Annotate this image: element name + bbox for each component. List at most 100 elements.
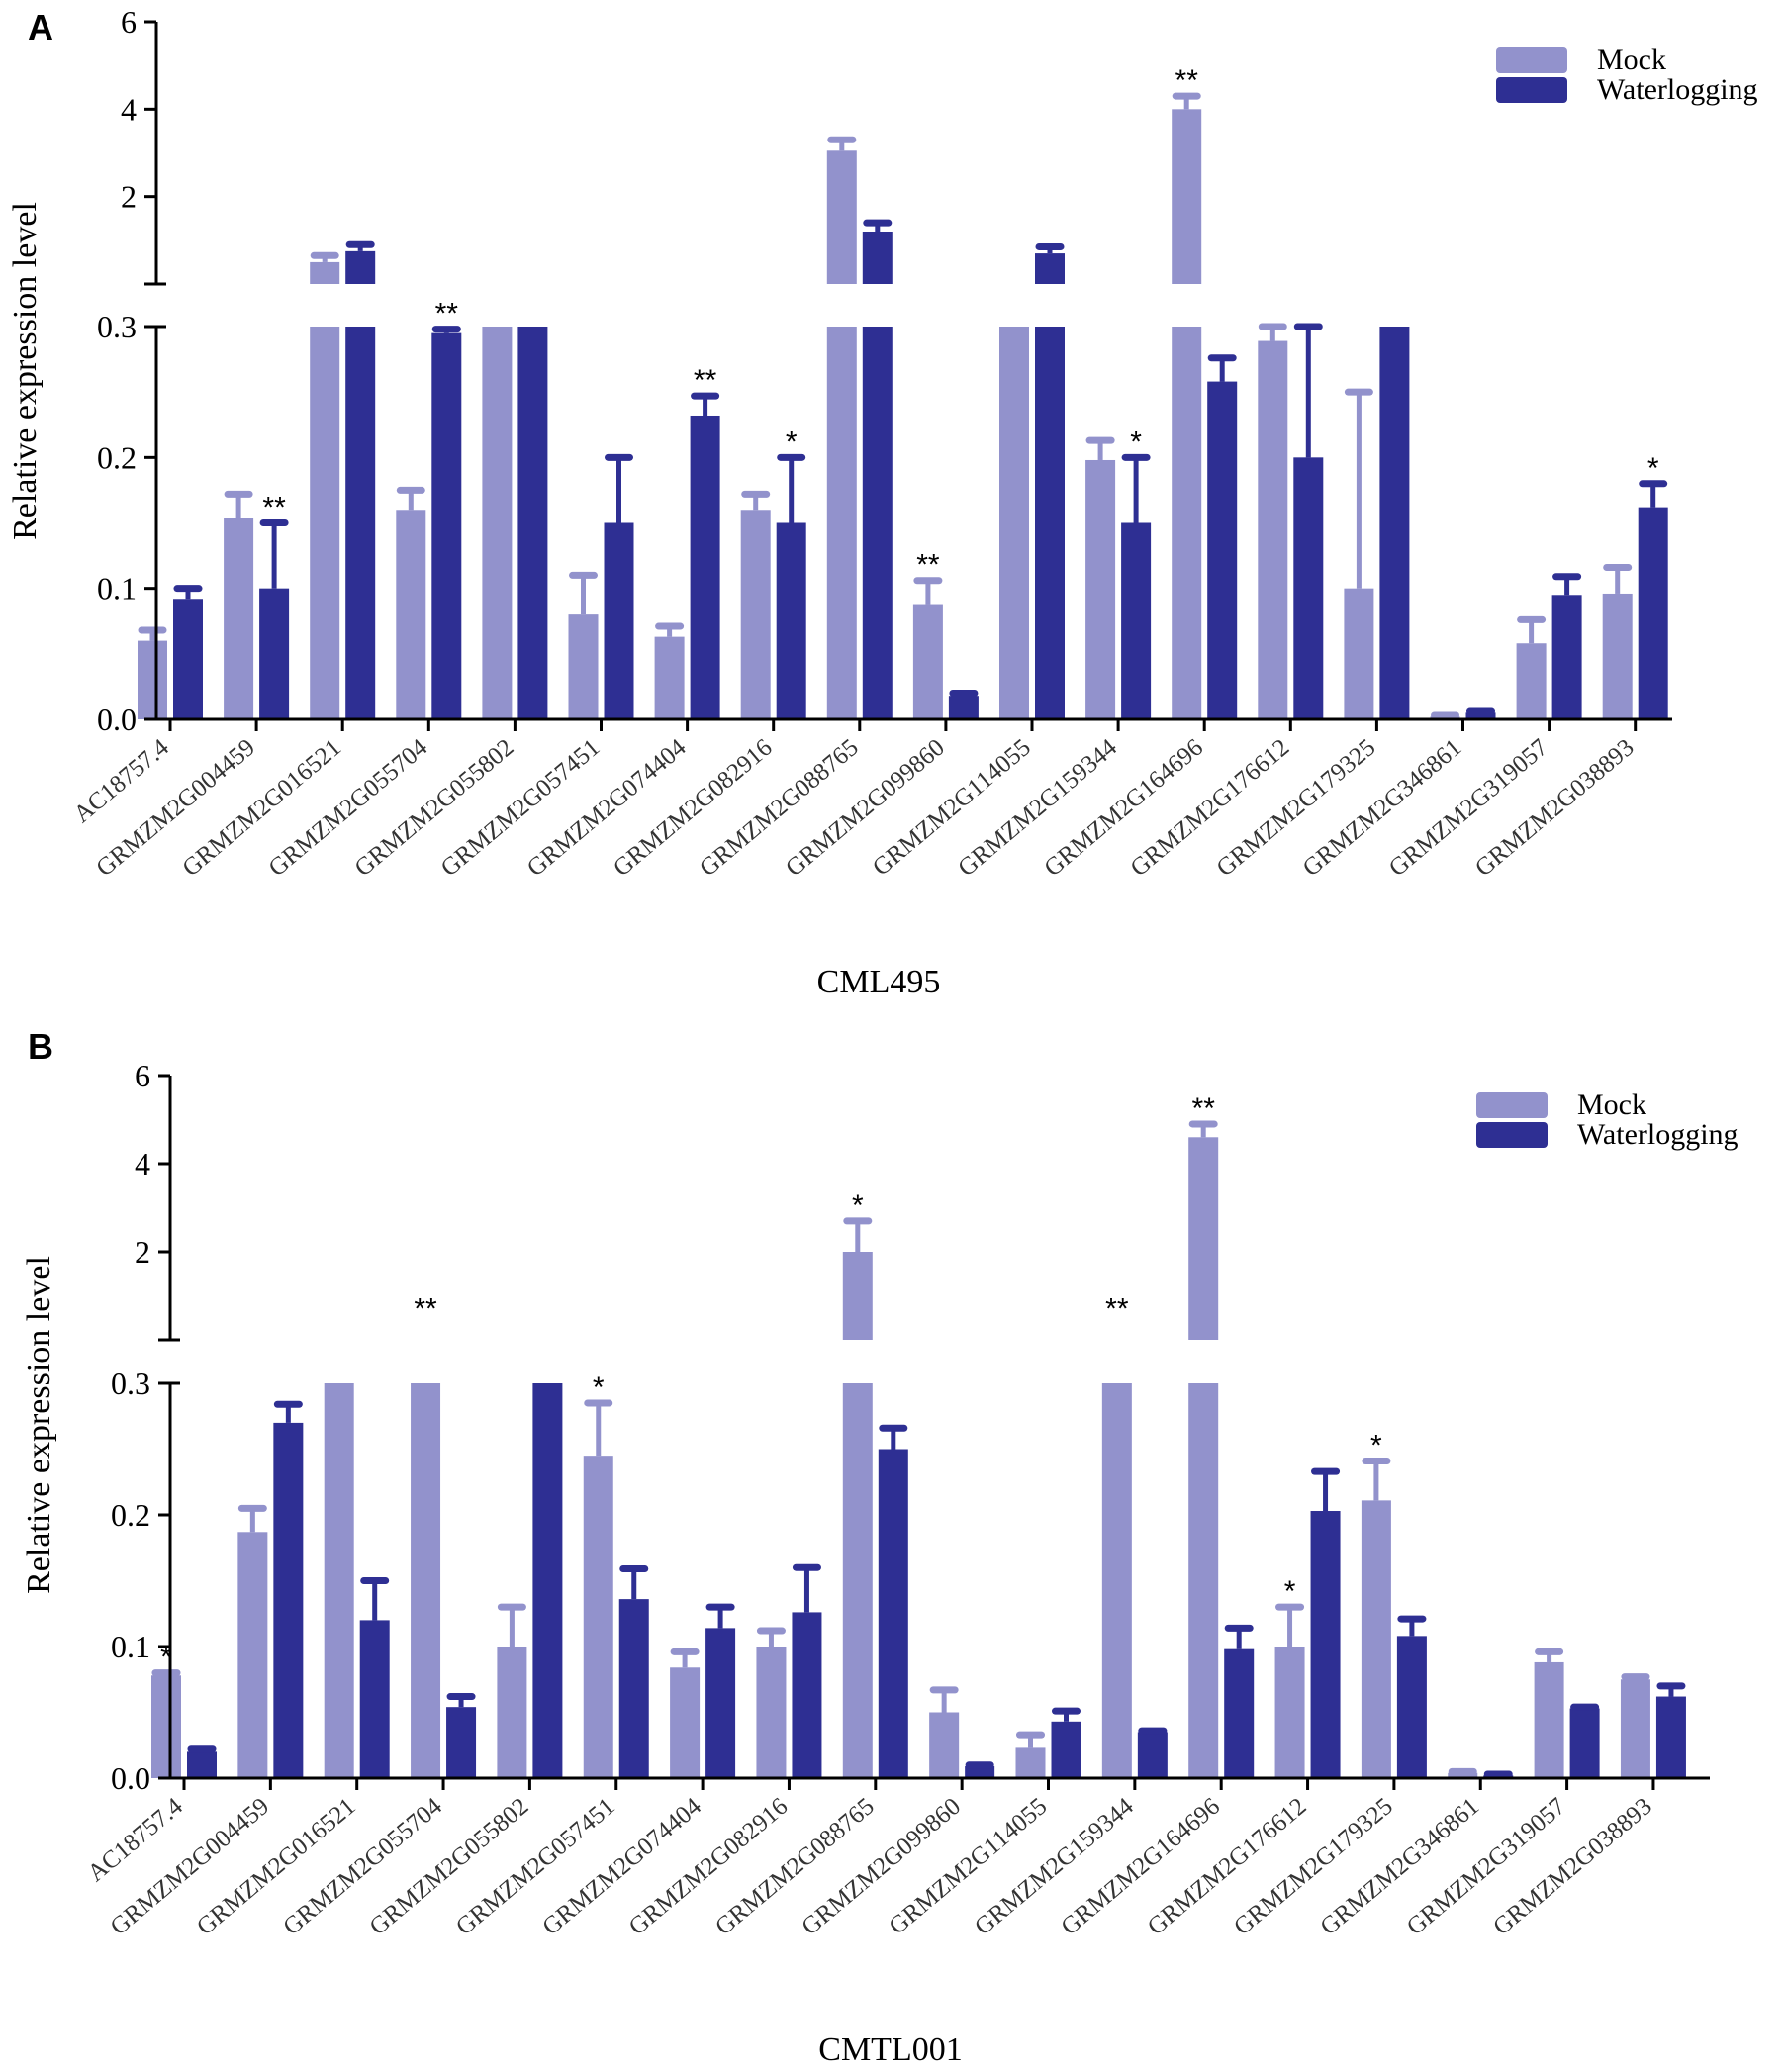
bar	[1258, 340, 1288, 719]
x-tick-label: GRMZM2G088765	[695, 734, 864, 882]
bar	[1015, 1747, 1046, 1778]
x-tick-label: GRMZM2G319057	[1402, 1793, 1571, 1940]
x-tick-label: GRMZM2G179325	[1212, 734, 1381, 882]
bar-upper-segment	[1035, 253, 1065, 284]
x-tick-label: GRMZM2G164696	[1039, 734, 1208, 882]
significance-marker: *	[786, 425, 798, 458]
x-tick-label: GRMZM2G114055	[884, 1793, 1052, 1940]
panel-b-chart: B*AC18757.4GRMZM2G004459GRMZM2G016521**G…	[21, 1026, 1739, 2068]
legend-swatch	[1476, 1092, 1548, 1118]
bar	[1516, 643, 1547, 719]
x-tick-label: GRMZM2G164696	[1056, 1793, 1225, 1940]
significance-marker: **	[414, 1292, 437, 1325]
significance-marker: **	[1105, 1292, 1129, 1325]
x-tick-label: GRMZM2G082916	[624, 1793, 794, 1940]
panel-label: A	[28, 7, 53, 47]
bar	[826, 327, 857, 719]
bar	[1551, 595, 1582, 719]
bar	[1293, 457, 1324, 719]
panel-label: B	[28, 1026, 53, 1067]
y-tick-label: 4	[135, 1146, 150, 1181]
y-tick-label: 0.2	[111, 1497, 150, 1533]
significance-marker: *	[1284, 1575, 1296, 1608]
x-tick-label: GRMZM2G055802	[365, 1793, 534, 1940]
bar	[776, 522, 806, 719]
bar	[1207, 381, 1238, 719]
bar	[654, 636, 685, 719]
y-tick-label: 6	[121, 4, 137, 40]
bar	[1620, 1679, 1650, 1778]
x-tick-label: GRMZM2G159344	[970, 1793, 1139, 1941]
significance-marker: *	[593, 1371, 605, 1404]
bar	[792, 1612, 822, 1778]
legend-label: Waterlogging	[1577, 1118, 1739, 1151]
x-tick-label: GRMZM2G057451	[436, 734, 606, 882]
bar	[1638, 507, 1668, 719]
x-tick-label: GRMZM2G176612	[1126, 734, 1295, 882]
bar	[1602, 593, 1633, 719]
bar	[740, 510, 771, 719]
x-tick-label: GRMZM2G016521	[177, 734, 346, 882]
significance-marker: *	[1647, 452, 1659, 485]
significance-marker: **	[1175, 64, 1199, 97]
bar	[1465, 712, 1496, 719]
bar	[482, 327, 513, 719]
x-tick-label: GRMZM2G088765	[710, 1793, 880, 1940]
x-tick-label: GRMZM2G099860	[781, 734, 950, 882]
bar	[929, 1712, 960, 1778]
bar	[411, 1383, 441, 1778]
bar	[999, 327, 1029, 719]
bar	[1101, 1383, 1132, 1778]
bar	[618, 1599, 649, 1778]
y-tick-label: 6	[135, 1058, 150, 1093]
legend-swatch	[1496, 47, 1567, 73]
x-tick-label: GRMZM2G038893	[1470, 734, 1640, 882]
bar	[670, 1667, 701, 1778]
bar	[1396, 1636, 1427, 1778]
bar	[237, 1532, 268, 1778]
y-tick-label: 0.1	[97, 571, 137, 607]
bar	[324, 1383, 354, 1778]
x-tick-label: GRMZM2G057451	[451, 1793, 620, 1940]
significance-marker: **	[1192, 1092, 1216, 1125]
x-tick-label: GRMZM2G114055	[868, 734, 1036, 882]
y-axis-title: Relative expression level	[21, 1256, 57, 1594]
y-tick-label: 0.3	[97, 309, 137, 344]
bar	[842, 1383, 873, 1778]
panel-a-chart: AAC18757.4**GRMZM2G004459GRMZM2G016521**…	[7, 4, 1758, 1000]
bar	[1172, 327, 1202, 719]
x-tick-label: GRMZM2G055704	[264, 734, 433, 883]
bar	[396, 510, 426, 719]
x-axis-title: CML495	[817, 964, 941, 1000]
bar	[1534, 1661, 1564, 1778]
bar	[173, 599, 203, 719]
y-axis-title: Relative expression level	[7, 202, 44, 540]
bar	[532, 1383, 563, 1778]
bar	[359, 1620, 390, 1778]
bar	[273, 1422, 304, 1778]
bar	[604, 522, 634, 719]
bar	[1188, 1383, 1219, 1778]
bar	[1379, 327, 1410, 719]
bar	[1121, 522, 1152, 719]
bar	[1085, 459, 1116, 719]
x-tick-label: GRMZM2G099860	[797, 1793, 966, 1940]
x-tick-label: GRMZM2G319057	[1384, 734, 1553, 882]
bar	[948, 696, 979, 719]
x-tick-label: GRMZM2G038893	[1488, 1793, 1657, 1940]
y-tick-label: 0.0	[97, 702, 137, 737]
bar	[583, 1456, 613, 1778]
bar	[497, 1647, 527, 1778]
x-tick-label: GRMZM2G159344	[953, 734, 1122, 883]
significance-marker: *	[852, 1189, 864, 1222]
bar	[345, 327, 376, 719]
bar	[690, 415, 720, 719]
x-tick-label: GRMZM2G176612	[1143, 1793, 1312, 1940]
bar	[862, 327, 893, 719]
bar	[1310, 1511, 1341, 1778]
significance-marker: **	[916, 549, 940, 582]
bar-upper-segment	[842, 1252, 873, 1340]
y-tick-label: 0.3	[111, 1366, 150, 1401]
bar	[912, 604, 943, 719]
